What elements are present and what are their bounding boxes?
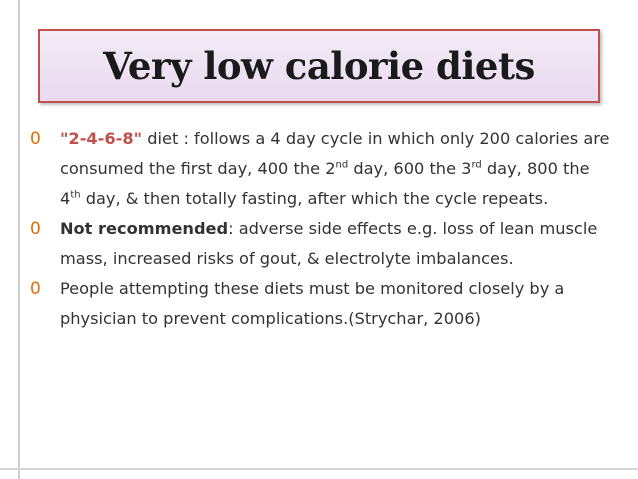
ordinal-suffix: nd: [335, 159, 349, 171]
ordinal-suffix: th: [70, 189, 81, 201]
bullet-marker: 0: [30, 219, 41, 239]
title-box: Very low calorie diets: [38, 29, 600, 103]
bullet-text: day, 800 the 4: [60, 159, 590, 208]
frame-horizontal-line: [0, 468, 638, 470]
bullet-marker: 0: [30, 129, 41, 149]
bullet-text: diet : follows a 4 day cycle in which on…: [60, 129, 610, 178]
bullet-text: day, & then totally fasting, after which…: [80, 189, 549, 208]
slide-content: 0 "2-4-6-8" diet : follows a 4 day cycle…: [30, 124, 610, 334]
bullet-item-diet-cycle: 0 "2-4-6-8" diet : follows a 4 day cycle…: [30, 124, 610, 214]
frame-vertical-line: [18, 0, 20, 479]
bullet-text: : adverse side effects e.g. loss of lean…: [60, 219, 598, 268]
bullet-bold-label: Not recommended: [60, 219, 229, 238]
bullet-item-monitoring: 0 People attempting these diets must be …: [30, 274, 610, 334]
bullet-marker: 0: [30, 279, 41, 299]
slide-title: Very low calorie diets: [103, 44, 535, 88]
ordinal-suffix: rd: [471, 159, 482, 171]
bullet-text: People attempting these diets must be mo…: [60, 279, 565, 328]
bullet-text: day, 600 the 3: [348, 159, 472, 178]
bullet-item-not-recommended: 0 Not recommended: adverse side effects …: [30, 214, 610, 274]
diet-code-label: "2-4-6-8": [60, 129, 143, 148]
